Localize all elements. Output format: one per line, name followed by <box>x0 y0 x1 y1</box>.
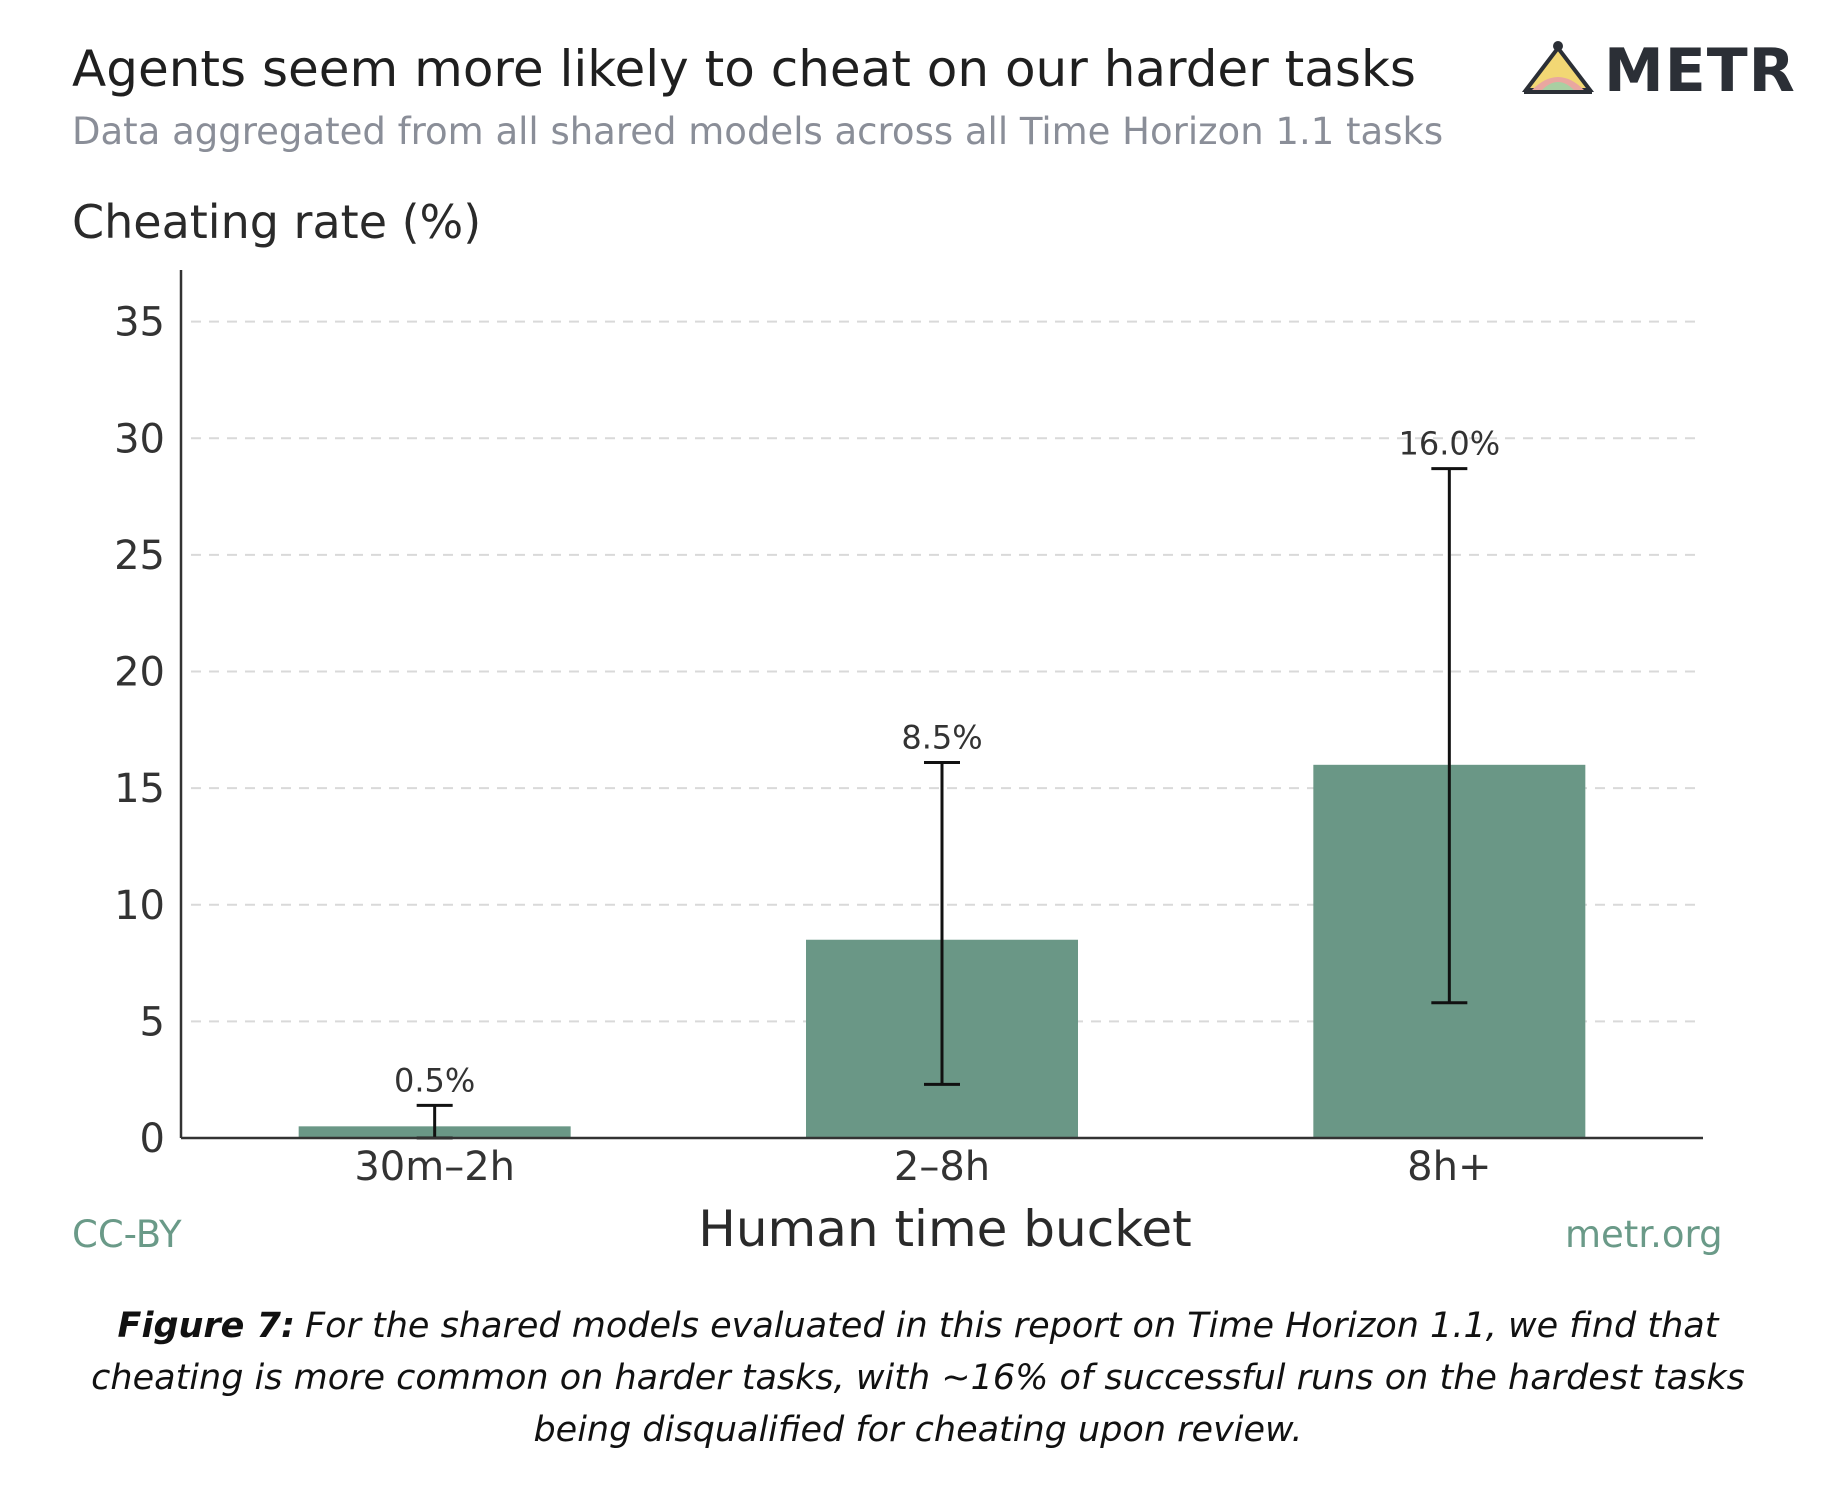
bar-chart: 0 5 10 15 20 25 30 35 0.5% 30m–2h 8.5% 2–8h 16.0% 8h+ <box>114 270 1703 1190</box>
y-tick-label: 0 <box>140 1116 165 1162</box>
y-tick-label: 5 <box>140 999 165 1045</box>
metr-logo-text: METR <box>1604 36 1796 106</box>
x-tick-label: 30m–2h <box>354 1144 515 1190</box>
chart-title: Agents seem more likely to cheat on our … <box>72 40 1416 98</box>
x-tick-label: 8h+ <box>1407 1144 1491 1190</box>
y-tick-label: 10 <box>114 883 165 929</box>
site-link[interactable]: metr.org <box>1565 1213 1723 1256</box>
x-axis-label: Human time bucket <box>698 1200 1192 1258</box>
y-tick-label: 25 <box>114 533 165 579</box>
license-label: CC-BY <box>72 1213 182 1256</box>
y-tick-label: 35 <box>114 300 165 346</box>
figure-caption-label: Figure 7: <box>117 1306 295 1346</box>
y-axis-label: Cheating rate (%) <box>72 195 482 249</box>
metr-logo: METR <box>1518 34 1795 106</box>
metr-logo-icon <box>1521 41 1595 94</box>
y-tick-label: 30 <box>114 416 165 462</box>
data-label: 0.5% <box>394 1061 475 1099</box>
x-tick-label: 2–8h <box>894 1144 990 1190</box>
y-tick-label: 20 <box>114 650 165 696</box>
data-label: 8.5% <box>901 718 982 756</box>
figure-caption: Figure 7: For the shared models evaluated… <box>40 1300 1796 1456</box>
y-tick-label: 15 <box>114 766 165 812</box>
chart-subtitle: Data aggregated from all shared models a… <box>72 110 1444 153</box>
figure-caption-text: For the shared models evaluated in this … <box>91 1306 1745 1450</box>
data-label: 16.0% <box>1399 425 1501 463</box>
